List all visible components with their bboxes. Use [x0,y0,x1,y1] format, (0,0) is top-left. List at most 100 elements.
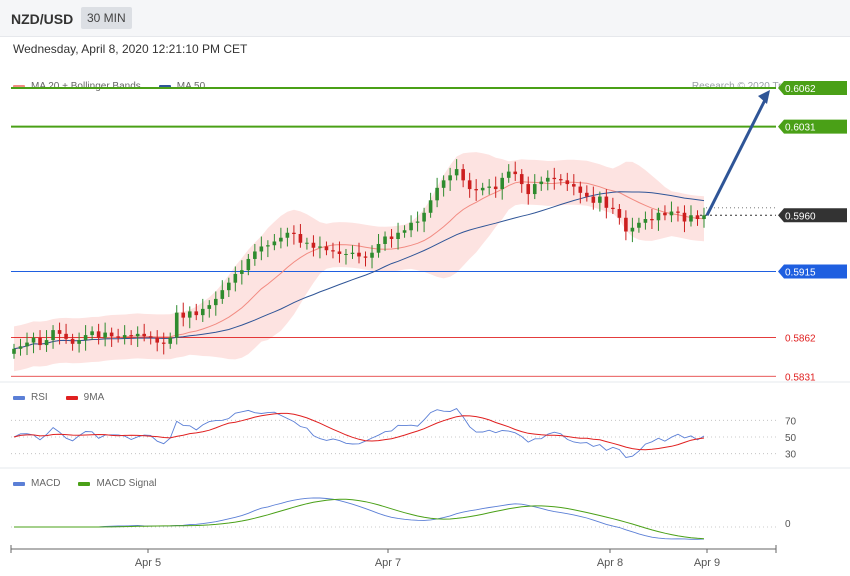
candle-body [259,246,264,252]
candle-body [702,215,706,220]
level-tag-0.6031 [778,119,847,134]
candle-body [129,335,133,337]
candle-body [168,337,173,344]
level-label-0.6062: 0.6062 [785,84,816,95]
candle-body [44,340,49,346]
candle-body [142,333,146,337]
rsi-tick-label: 50 [785,433,797,444]
candle-body [435,187,439,201]
candle-body [448,175,452,181]
rsi-swatch [13,395,25,400]
candle-body [643,219,648,223]
candle-body [532,184,537,195]
candle-body [630,227,635,232]
candle-body [376,243,381,253]
candle-body [187,311,192,318]
macd-signal-line [14,498,705,540]
target-arrow-shaft [705,97,768,216]
candle-body [90,331,94,336]
level-tag-0.5915 [778,264,847,279]
ma50-legend-label: MA 50 [176,81,206,92]
candle-body [318,246,322,248]
candle-body [83,335,88,341]
x-tick-label: Apr 5 [135,557,161,569]
candle-body [233,273,238,283]
candle-body [305,242,309,244]
candle-body [148,336,153,338]
level-tag-0.5960 [778,208,847,223]
candle-body [213,298,218,306]
candle-body [565,180,570,185]
main-legend: MA 20 + Bollinger Bands MA 50 [13,81,205,92]
candle-body [77,340,81,344]
candle-body [266,245,270,247]
candle-body [500,177,505,190]
candle-body [181,312,186,318]
candle-body [637,222,641,228]
candle-body [253,251,257,259]
candle-body [370,252,374,258]
candle-body [246,258,251,271]
candle-body [526,184,531,195]
candle-body [402,230,407,233]
candle-body [96,331,101,338]
candle-body [545,177,550,182]
candle-body [64,333,68,339]
candle-body [428,200,433,213]
x-tick-label: Apr 7 [375,557,401,569]
level-label-0.5831: 0.5831 [785,372,816,383]
level-label-0.5862: 0.5862 [785,334,816,345]
rsi-line [13,408,705,458]
level-label-0.5960: 0.5960 [785,211,816,222]
candle-body [409,222,413,231]
candle-body [200,308,205,316]
macd-line [14,497,705,540]
level-label-0.5915: 0.5915 [785,267,816,278]
candle-body [324,246,329,251]
candle-body [415,221,420,223]
candle-body [161,342,166,344]
candle-body [656,212,661,221]
candle-body [103,332,107,338]
candle-body [539,181,544,185]
candle-body [122,335,127,338]
candle-body [31,337,36,343]
candle-body [461,169,465,181]
macd-swatch [13,481,25,486]
candle-body [135,333,140,337]
candle-body [650,219,654,221]
candle-body [487,186,491,188]
ma20-swatch [13,84,25,89]
candle-body [389,236,394,239]
candle-body [311,242,316,248]
candle-body [552,177,557,180]
candle-body [116,336,120,338]
candle-body [578,186,583,193]
candle-body [467,180,472,190]
candle-body [611,207,615,210]
candle-body [344,253,348,255]
candle-body [350,252,355,254]
candle-body [227,282,231,291]
candle-body [669,211,674,216]
candle-body [337,251,342,254]
candle-body [422,212,426,222]
candle-body [513,171,518,175]
x-tick-label: Apr 9 [694,557,720,569]
chart-datetime: Wednesday, April 8, 2020 12:21:10 PM CET [13,42,248,56]
candle-body [454,169,459,176]
candle-body [572,184,576,187]
ma20-legend-label: MA 20 + Bollinger Bands [31,81,141,92]
candle-body [591,196,596,203]
candle-body [25,342,29,347]
candle-body [585,192,589,197]
macd-legend-label: MACD [31,478,61,489]
candle-body [383,236,387,244]
timeframe-button[interactable]: 30 MIN [81,7,132,29]
candle-body [441,180,446,188]
candle-body [519,174,524,185]
candle-body [493,186,498,190]
macd-tick-label: 0 [785,519,791,530]
candle-body [51,330,55,341]
